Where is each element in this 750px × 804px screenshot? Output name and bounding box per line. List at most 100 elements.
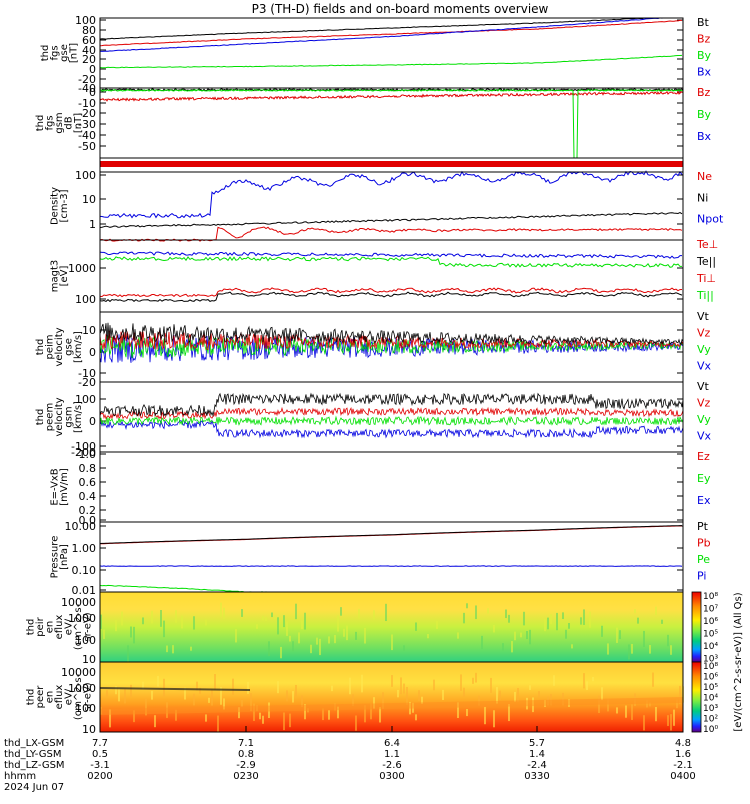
line-te-par [99,291,683,303]
panel-ylabel: magt3[eV] [49,260,70,293]
spectrogram-streak [286,621,288,636]
y-tick-label: -20 [78,376,96,389]
legend-ey: Ey [697,472,711,485]
ylabel-line: (cm^2-s- [73,603,84,650]
spectrogram-streak [643,715,645,731]
y-tick-label: 100 [75,169,96,182]
colorbar-tick-label: 10⁵ [703,630,718,640]
line-bz [100,19,682,47]
x-tick-value: 0330 [524,771,549,782]
spectrogram-streak [130,626,132,638]
spectrogram-streak [379,707,381,723]
panel-ylabel: thdfgsgsmdB[nT] [35,112,84,133]
spectrogram-streak [199,687,201,694]
spectrogram-streak [670,645,672,655]
spectrogram-streak [676,698,678,709]
spectrogram-streak [295,603,297,620]
ylabel-line: eflux [54,685,65,710]
spectrogram-streak [631,643,633,654]
spectrogram-streak [619,630,621,640]
spectrogram-streak [601,687,603,701]
x-tick-value: 0200 [87,771,112,782]
data-peem-velocity [99,392,684,439]
y-tick-label: -200 [71,446,96,459]
colorbar-lower [691,661,702,733]
spectrogram-streak [124,688,126,704]
line-vz [99,406,684,420]
spectrogram-streak [205,714,207,722]
spectrogram-streak [235,629,237,643]
line-by [100,54,683,69]
spectrogram-streak [352,694,354,706]
spectrogram-streak [616,627,618,643]
y-tick-label: -10 [78,97,96,110]
spectrogram-streak [649,645,651,654]
spectrogram-streak [526,631,528,640]
y-tick-label: -30 [78,118,96,131]
data-temperature [99,251,683,303]
ylabel-line: gsm [54,112,65,133]
spectrogram-streak [142,681,144,690]
colorbars-group: 10⁸10⁷10⁶10⁵10⁴10³10⁸10⁶10⁵10⁴10³10²10⁰[… [691,591,744,735]
spectrogram-streak [493,710,495,728]
spectrogram-band [99,687,251,691]
spectrogram-streak [256,624,258,629]
spectrogram-streak [481,635,483,650]
y-tick-label: -40 [78,129,96,142]
spectrogram-streak [538,691,540,698]
data-density [99,170,683,242]
y-tick-label: 0.6 [79,476,97,489]
y-tick-label: 60 [82,34,96,47]
legend-pi: Pi [697,570,706,583]
colorbar-tick-label: 10⁸ [703,592,718,602]
spectrogram-streak [460,674,462,691]
spectrogram-band [99,697,684,715]
ylabel-line: thd [35,409,46,426]
spectrogram-streak [103,629,105,639]
spectrogram-streak [457,632,459,639]
legend-bt: Bt [697,16,710,29]
colorbar-title: [eV/(cm^2-s-sr-eV)] (All Qs) [733,592,744,731]
spectrogram-streak [109,709,111,728]
spectrogram-streak [415,714,417,721]
spectrogram-streak [316,637,318,645]
ylabel-line: en [45,691,56,704]
spectrogram-streak [514,631,516,641]
spectrogram-streak [415,622,417,631]
spectrogram-streak [214,674,216,690]
x-tick-value: -2.4 [527,760,547,771]
ylabel-line: thd [40,45,51,62]
spectrogram-streak [355,715,357,731]
spectrogram-streak [241,609,243,617]
spectrogram-streak [166,645,168,653]
panel-ylabel: E=-VxB[mV/m] [49,468,70,506]
colorbar-tick-label: 10⁸ [703,662,718,672]
spectrogram-streak [511,641,513,653]
spectrogram-streak [625,705,627,718]
spectrogram-streak [286,690,288,702]
y-tick-label: 100 [75,293,96,306]
spectrogram-streak [118,687,120,702]
x-tick-value: 0400 [670,771,695,782]
y-tick-label: -10 [78,367,96,380]
panel-ylabel: thdpeimvelocitygse[km/s] [35,327,84,366]
spectrogram-streak [268,641,270,656]
date-label: 2024 Jun 07 [4,782,64,793]
x-tick-value: -2.6 [382,760,402,771]
spectrogram-streak [232,678,234,695]
ylabel-line: Density [49,187,60,225]
spectrogram-streak [283,615,285,628]
legend-bz: Bz [697,33,711,46]
y-tick-label: -50 [78,140,96,153]
spectrogram-streak [475,605,477,620]
ylabel-line: [mV/m] [59,468,70,506]
spectrogram-streak [196,681,198,691]
ylabel-line: sr-eV) [83,682,94,711]
spectrogram-streak [670,714,672,731]
spectrogram-streak [211,689,213,706]
line-dbz [99,90,684,102]
spectrogram-streak [205,619,207,626]
spectrogram-streak [127,645,129,663]
y-tick-label: 1.00 [72,542,97,555]
spectrogram-streak [391,675,393,687]
